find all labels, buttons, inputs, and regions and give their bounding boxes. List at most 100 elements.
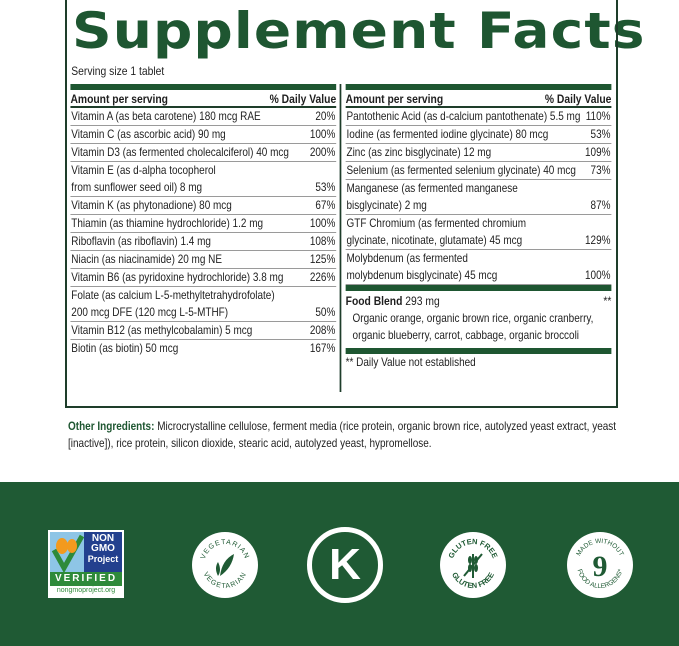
- nutrient-name: GTF Chromium (as fermented chromium glyc…: [346, 217, 527, 247]
- nutrient-dv: 109%: [585, 146, 611, 159]
- nutrient-name: Iodine (as fermented iodine glycinate) 8…: [346, 128, 549, 141]
- footnote: ** Daily Value not established: [345, 356, 476, 369]
- nutrient-dv: 125%: [309, 253, 336, 266]
- kosher-k: K: [329, 540, 361, 589]
- nutrient-name: Vitamin D3 (as fermented cholecalciferol…: [71, 146, 289, 159]
- nutrient-name: Vitamin A (as beta carotene) 180 mcg RAE: [71, 110, 261, 123]
- food-blend-amount: 293 mg: [405, 294, 440, 308]
- nutrient-name: Biotin (as biotin) 50 mcg: [71, 342, 179, 355]
- nutrient-name: Vitamin K (as phytonadione) 80 mcg: [71, 199, 232, 212]
- food-blend-ingredients: Organic orange, organic brown rice, orga…: [352, 312, 594, 342]
- amount-header: Amount per serving: [345, 92, 444, 106]
- section-bar: [345, 348, 612, 354]
- nutrient-name: Vitamin C (as ascorbic acid) 90 mg: [71, 128, 226, 141]
- column-header: Amount per serving % Daily Value: [345, 90, 612, 108]
- nutrient-dv: 100%: [585, 269, 611, 282]
- left-column: Amount per serving % Daily Value Vitamin …: [70, 84, 337, 357]
- nutrient-dv: 73%: [590, 164, 611, 177]
- nutrient-name: Zinc (as zinc bisglycinate) 12 mg: [346, 146, 492, 159]
- nutrient-dv: 87%: [590, 199, 611, 212]
- nutrient-name: Vitamin E (as d-alpha tocopherol from su…: [71, 164, 216, 194]
- nutrient-row: Biotin (as biotin) 50 mcg 167%: [70, 340, 336, 357]
- svg-text:VEGETARIAN: VEGETARIAN: [200, 539, 250, 560]
- nutrient-name: Niacin (as niacinamide) 20 mg NE: [71, 253, 223, 266]
- nutrient-name: Riboflavin (as riboflavin) 1.4 mg: [71, 235, 211, 248]
- nutrient-row: Manganese (as fermented manganese bisgly…: [345, 180, 612, 215]
- column-divider: [339, 84, 342, 392]
- dv-header: % Daily Value: [544, 92, 612, 106]
- kosher-badge: K: [307, 527, 383, 603]
- nutrient-name: Thiamin (as thiamine hydrochloride) 1.2 …: [71, 217, 264, 230]
- nutrient-row: Vitamin K (as phytonadione) 80 mcg 67%: [70, 197, 337, 215]
- food-blend: Food Blend 293 mg ** Organic orange, orga…: [346, 291, 612, 344]
- nutrient-row: GTF Chromium (as fermented chromium glyc…: [345, 215, 612, 250]
- header-bar: [345, 84, 612, 90]
- nutrient-dv: 226%: [309, 271, 336, 284]
- leaf-icon: [216, 554, 234, 576]
- nutrient-row: Vitamin B12 (as methylcobalamin) 5 mcg 20…: [70, 322, 337, 340]
- nutrient-row: Vitamin D3 (as fermented cholecalciferol…: [70, 144, 337, 162]
- nutrient-dv: 100%: [309, 217, 336, 230]
- nutrient-name: Folate (as calcium L-5-methyltetrahydrof…: [71, 289, 275, 319]
- nutrient-row: Zinc (as zinc bisglycinate) 12 mg 109%: [345, 144, 612, 162]
- nutrient-name: Molybdenum (as fermented molybdenum bisg…: [346, 252, 498, 282]
- other-ingredients: Other Ingredients: Microcrystalline cell…: [68, 418, 618, 452]
- nutrient-name: Pantothenic Acid (as d-calcium pantothen…: [346, 110, 581, 123]
- nutrient-dv: 53%: [315, 181, 336, 194]
- nutrient-row: Vitamin C (as ascorbic acid) 90 mg 100%: [70, 126, 337, 144]
- nutrient-dv: 50%: [315, 306, 336, 319]
- nutrient-dv: 208%: [309, 324, 336, 337]
- nutrient-row: Vitamin A (as beta carotene) 180 mcg RAE…: [70, 108, 337, 126]
- other-ingredients-text: Microcrystalline cellulose, ferment medi…: [68, 420, 617, 450]
- nutrient-row: Vitamin E (as d-alpha tocopherol from su…: [70, 162, 337, 197]
- nutrient-row: Molybdenum (as fermented molybdenum bisg…: [345, 250, 612, 285]
- dv-header: % Daily Value: [269, 92, 337, 106]
- vegetarian-text: VEGETARIAN: [200, 539, 249, 560]
- ngmo-url: nongmoproject.org: [56, 587, 116, 594]
- serving-size: Serving size 1 tablet: [71, 64, 165, 78]
- food-blend-label: Food Blend: [345, 294, 403, 308]
- nutrient-dv: 67%: [315, 199, 336, 212]
- crossed-wheat-icon: [463, 553, 483, 578]
- nutrient-dv: 100%: [309, 128, 336, 141]
- nutrient-dv: 167%: [309, 342, 336, 355]
- nutrient-row: Vitamin B6 (as pyridoxine hydrochloride)…: [70, 269, 337, 287]
- right-column: Amount per serving % Daily Value Pantothe…: [345, 84, 612, 371]
- amount-header: Amount per serving: [70, 92, 168, 106]
- nutrient-row: Pantothenic Acid (as d-calcium pantothen…: [345, 108, 612, 126]
- nutrient-dv: 20%: [315, 110, 336, 123]
- ngmo-text: GMO: [91, 543, 115, 554]
- section-bar: [345, 285, 612, 291]
- column-header: Amount per serving % Daily Value: [70, 90, 337, 108]
- nutrient-row: Selenium (as fermented selenium glycinat…: [345, 162, 612, 180]
- nutrient-row: Niacin (as niacinamide) 20 mg NE 125%: [70, 251, 337, 269]
- ngmo-text: Project: [87, 554, 119, 564]
- vegetarian-text: VEGETARIAN: [202, 571, 248, 590]
- gluten-free-badge: GLUTEN FREE GLUTEN FREE: [440, 532, 506, 598]
- page-title: Supplement Facts: [72, 2, 646, 60]
- nutrient-dv: 110%: [585, 110, 611, 123]
- ngmo-text: NON: [91, 533, 115, 544]
- nutrient-dv: 108%: [309, 235, 336, 248]
- nutrient-name: Vitamin B6 (as pyridoxine hydrochloride)…: [71, 271, 284, 284]
- allergens-number: 9: [593, 550, 608, 583]
- supplement-facts-panel: Serving size 1 tablet Amount per serving…: [65, 0, 618, 408]
- nutrient-name: Manganese (as fermented manganese bisgly…: [346, 182, 518, 212]
- nutrient-dv: 53%: [590, 128, 611, 141]
- nutrient-dv: 129%: [585, 234, 611, 247]
- ngmo-verified: VERIFIED: [50, 572, 122, 586]
- header-bar: [70, 84, 337, 90]
- nutrient-row: Thiamin (as thiamine hydrochloride) 1.2 …: [70, 215, 337, 233]
- other-ingredients-label: Other Ingredients:: [68, 420, 155, 433]
- nutrient-row: Folate (as calcium L-5-methyltetrahydrof…: [70, 287, 337, 322]
- food-blend-dv: **: [603, 294, 612, 308]
- nutrient-row: Iodine (as fermented iodine glycinate) 8…: [345, 126, 612, 144]
- nutrient-dv: 200%: [309, 146, 336, 159]
- vegetarian-badge: VEGETARIAN VEGETARIAN: [192, 532, 258, 598]
- nutrient-row: Riboflavin (as riboflavin) 1.4 mg 108%: [70, 233, 337, 251]
- non-gmo-verified-logo: NON GMO Project VERIFIED nongmoproject.org: [48, 530, 124, 598]
- svg-text:VEGETARIAN: VEGETARIAN: [202, 571, 249, 590]
- nutrient-name: Selenium (as fermented selenium glycinat…: [346, 164, 576, 177]
- nutrient-name: Vitamin B12 (as methylcobalamin) 5 mcg: [71, 324, 253, 337]
- allergen-free-badge: MADE WITHOUT FOOD ALLERGENS* 9: [567, 532, 633, 598]
